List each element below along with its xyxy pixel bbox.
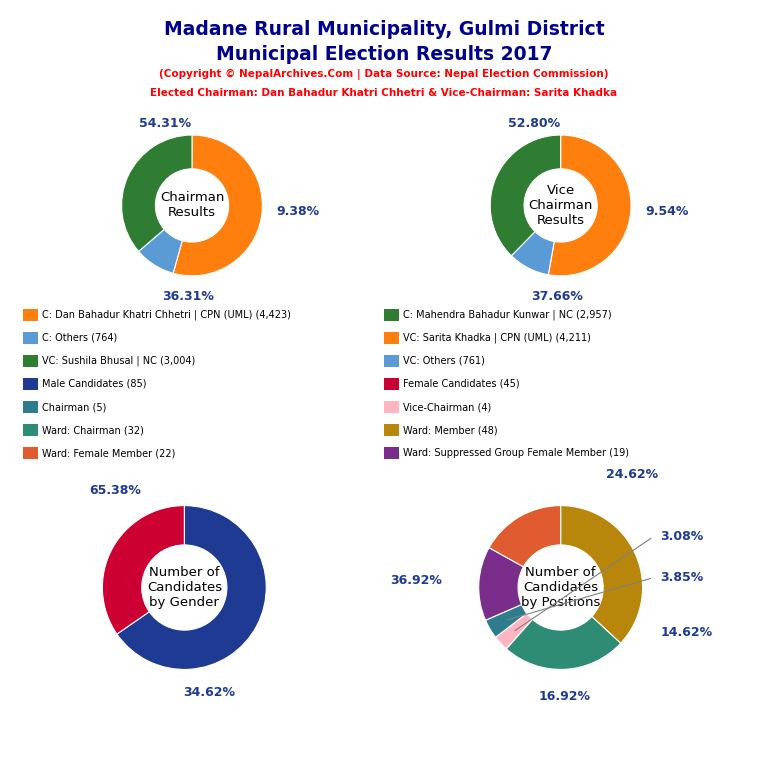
Text: 9.38%: 9.38%: [276, 204, 319, 217]
Text: C: Others (764): C: Others (764): [42, 333, 118, 343]
Text: VC: Sushila Bhusal | NC (3,004): VC: Sushila Bhusal | NC (3,004): [42, 356, 196, 366]
Text: Ward: Member (48): Ward: Member (48): [403, 425, 498, 435]
Text: 16.92%: 16.92%: [538, 690, 591, 703]
Wedge shape: [478, 548, 524, 621]
Text: C: Mahendra Bahadur Kunwar | NC (2,957): C: Mahendra Bahadur Kunwar | NC (2,957): [403, 310, 612, 320]
Text: Municipal Election Results 2017: Municipal Election Results 2017: [216, 45, 552, 64]
Text: (Copyright © NepalArchives.Com | Data Source: Nepal Election Commission): (Copyright © NepalArchives.Com | Data So…: [159, 69, 609, 80]
Wedge shape: [511, 232, 554, 275]
Wedge shape: [561, 505, 643, 644]
Text: C: Dan Bahadur Khatri Chhetri | CPN (UML) (4,423): C: Dan Bahadur Khatri Chhetri | CPN (UML…: [42, 310, 291, 320]
Text: 37.66%: 37.66%: [531, 290, 583, 303]
Text: 3.08%: 3.08%: [660, 530, 703, 543]
Text: VC: Sarita Khadka | CPN (UML) (4,211): VC: Sarita Khadka | CPN (UML) (4,211): [403, 333, 591, 343]
Text: Vice
Chairman
Results: Vice Chairman Results: [528, 184, 593, 227]
Text: Male Candidates (85): Male Candidates (85): [42, 379, 147, 389]
Text: Number of
Candidates
by Positions: Number of Candidates by Positions: [521, 566, 601, 609]
Text: Ward: Chairman (32): Ward: Chairman (32): [42, 425, 144, 435]
Text: VC: Others (761): VC: Others (761): [403, 356, 485, 366]
Text: Chairman
Results: Chairman Results: [160, 191, 224, 220]
Text: 65.38%: 65.38%: [89, 485, 141, 498]
Text: Elected Chairman: Dan Bahadur Khatri Chhetri & Vice-Chairman: Sarita Khadka: Elected Chairman: Dan Bahadur Khatri Chh…: [151, 88, 617, 98]
Wedge shape: [485, 604, 527, 637]
Text: 14.62%: 14.62%: [660, 626, 713, 639]
Text: Ward: Female Member (22): Ward: Female Member (22): [42, 448, 176, 458]
Text: Madane Rural Municipality, Gulmi District: Madane Rural Municipality, Gulmi Distric…: [164, 20, 604, 39]
Wedge shape: [102, 505, 184, 634]
Text: 9.54%: 9.54%: [645, 204, 688, 217]
Wedge shape: [548, 135, 631, 276]
Text: Chairman (5): Chairman (5): [42, 402, 107, 412]
Text: 54.31%: 54.31%: [139, 117, 191, 130]
Wedge shape: [495, 614, 532, 649]
Wedge shape: [117, 505, 266, 670]
Wedge shape: [489, 505, 561, 567]
Wedge shape: [121, 135, 192, 251]
Text: Ward: Suppressed Group Female Member (19): Ward: Suppressed Group Female Member (19…: [403, 448, 629, 458]
Text: 34.62%: 34.62%: [183, 686, 235, 699]
Wedge shape: [506, 617, 621, 670]
Text: 24.62%: 24.62%: [606, 468, 658, 481]
Text: Female Candidates (45): Female Candidates (45): [403, 379, 520, 389]
Wedge shape: [490, 135, 561, 256]
Text: 52.80%: 52.80%: [508, 117, 560, 130]
Wedge shape: [173, 135, 263, 276]
Text: Vice-Chairman (4): Vice-Chairman (4): [403, 402, 492, 412]
Text: Number of
Candidates
by Gender: Number of Candidates by Gender: [147, 566, 222, 609]
Text: 3.85%: 3.85%: [660, 571, 703, 584]
Text: 36.92%: 36.92%: [390, 574, 442, 588]
Wedge shape: [139, 230, 182, 273]
Text: 36.31%: 36.31%: [163, 290, 214, 303]
